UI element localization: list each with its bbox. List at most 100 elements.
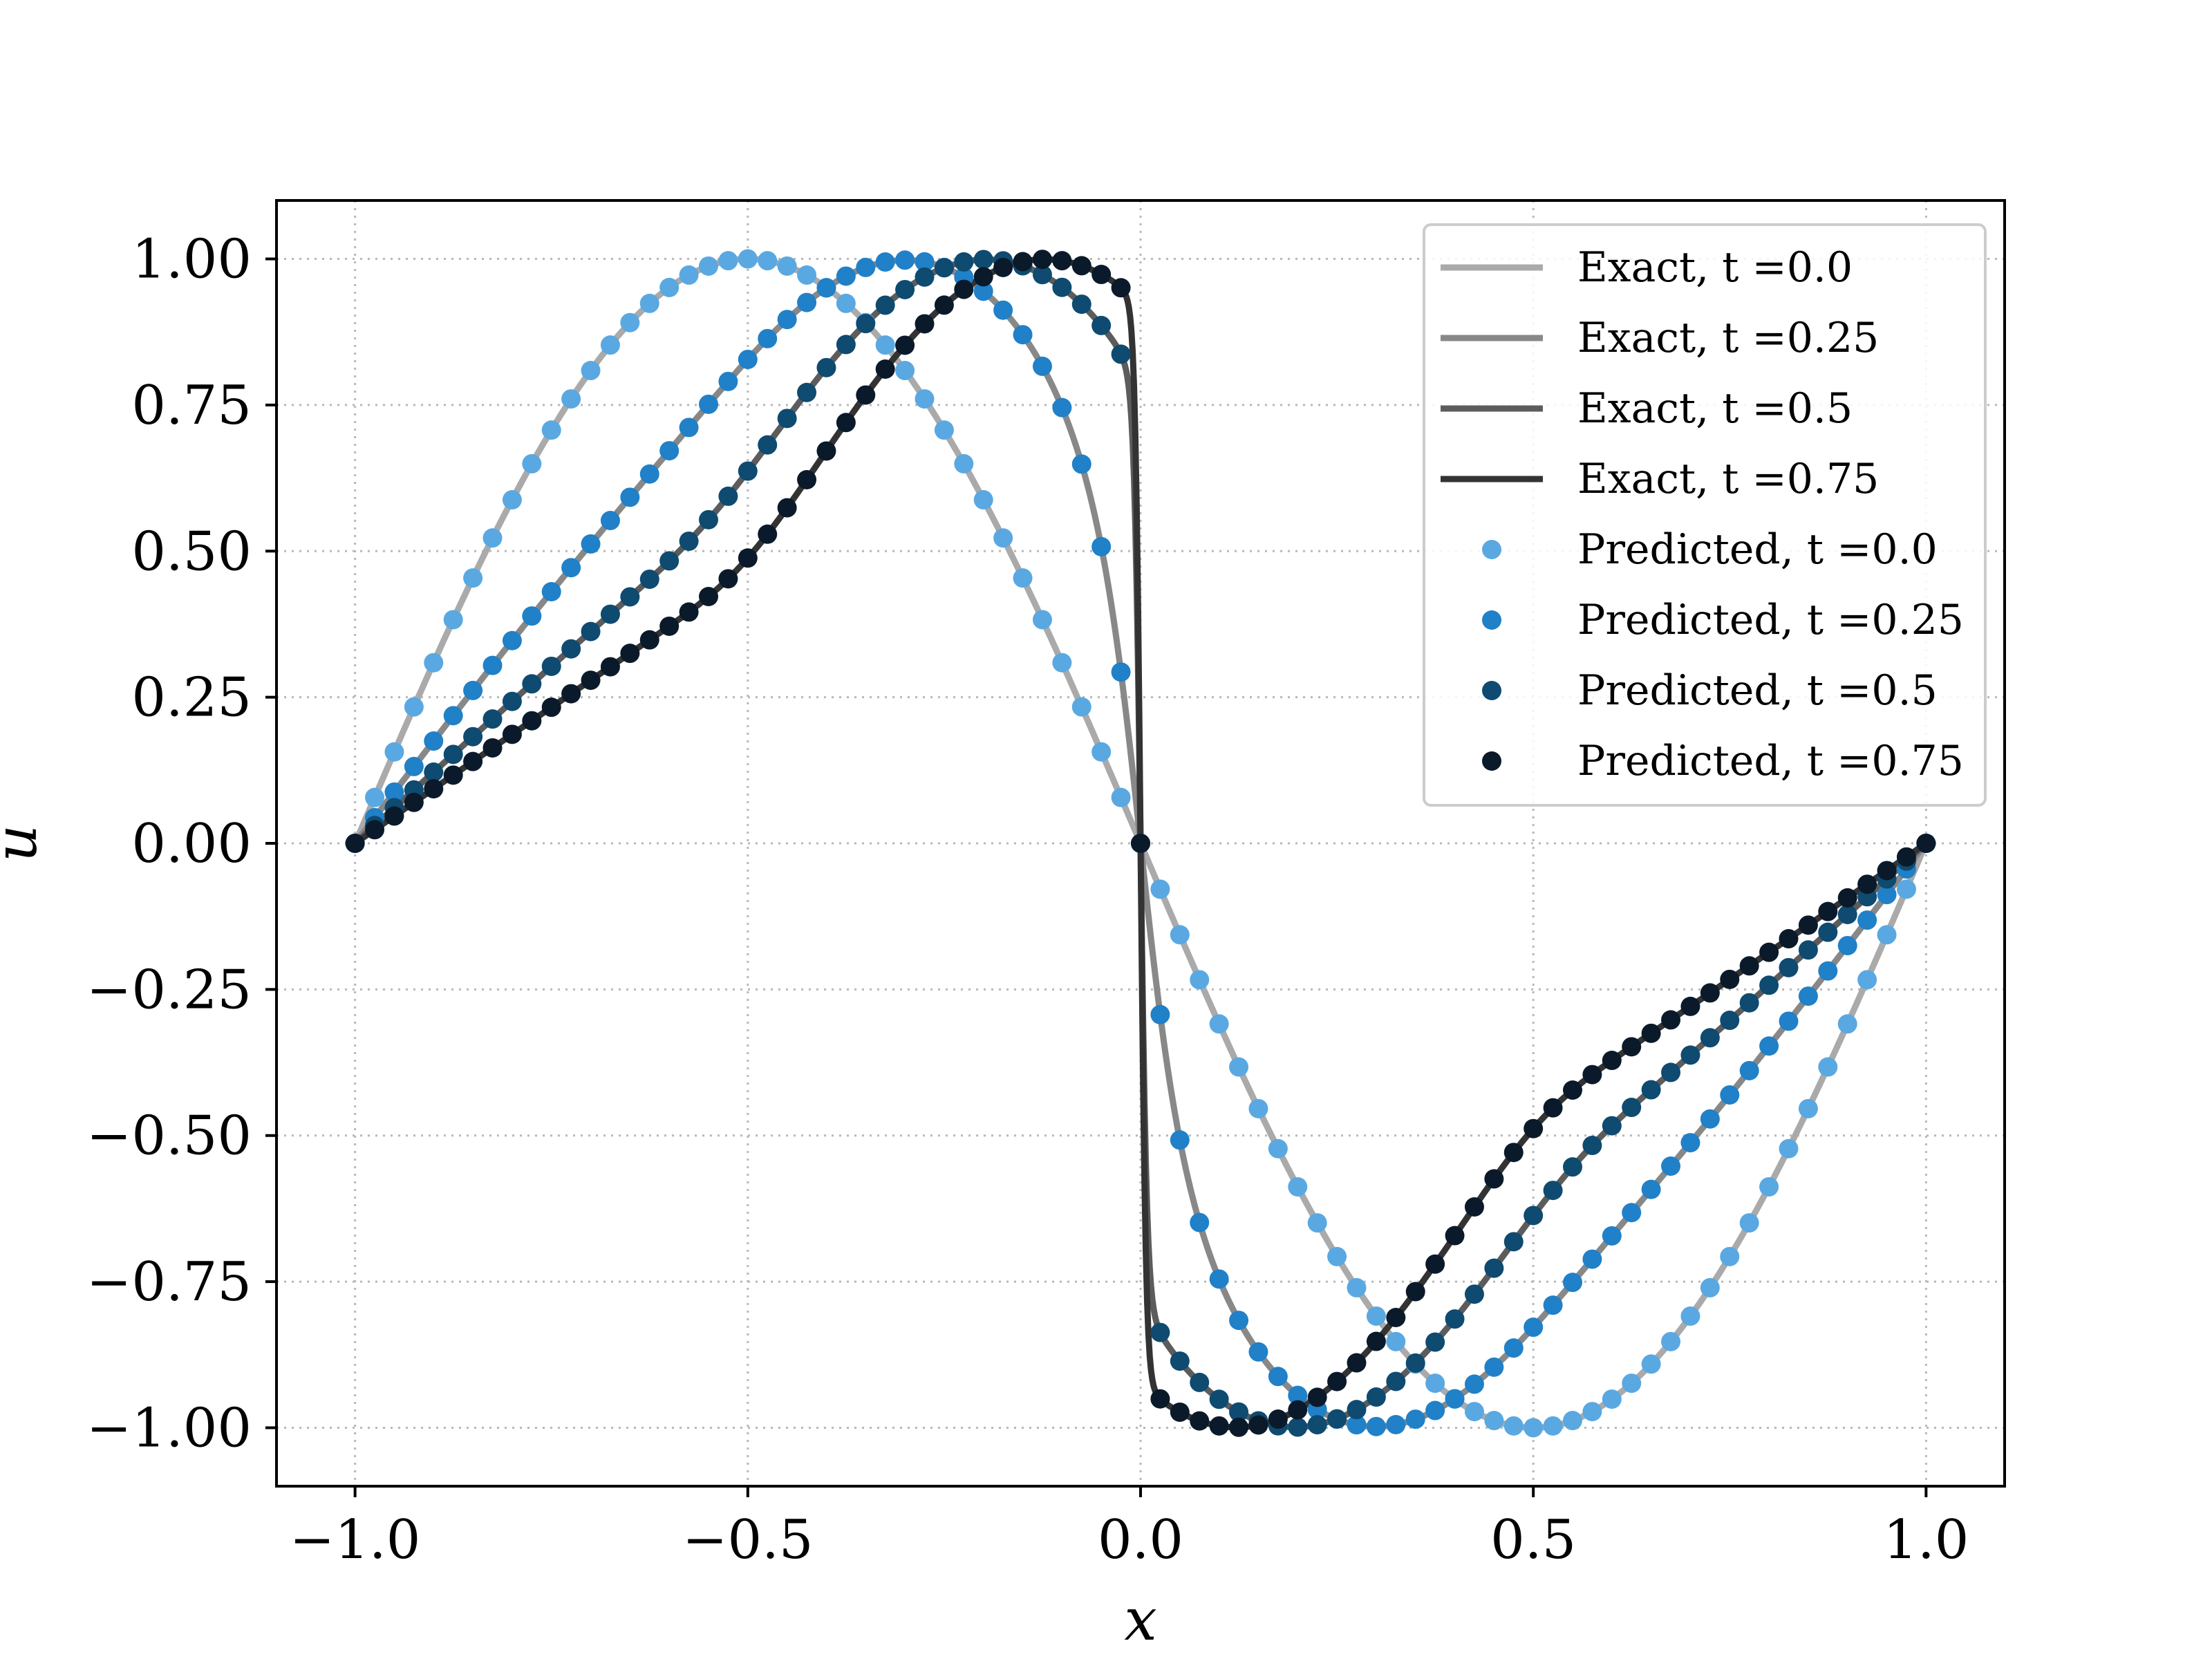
predicted-point <box>1052 251 1072 271</box>
predicted-point <box>1190 1372 1210 1392</box>
predicted-point <box>1386 1414 1406 1434</box>
predicted-point <box>482 709 503 729</box>
predicted-point <box>1013 325 1033 345</box>
predicted-point <box>1818 922 1838 942</box>
legend-label: Exact, t =0.75 <box>1577 455 1879 503</box>
y-tick-label: 0.00 <box>131 813 252 875</box>
predicted-point <box>1857 874 1877 894</box>
predicted-point <box>816 357 836 377</box>
predicted-point <box>1524 1418 1544 1438</box>
predicted-point <box>541 582 561 602</box>
predicted-point <box>1563 1157 1582 1177</box>
predicted-point <box>1288 1400 1308 1420</box>
legend: Exact, t =0.0 Exact, t =0.25 Exact, t =0.5… <box>1423 223 1987 807</box>
predicted-point <box>718 569 738 589</box>
predicted-point <box>915 389 935 409</box>
predicted-point <box>522 606 542 626</box>
predicted-point <box>1170 925 1190 945</box>
predicted-point <box>1602 1389 1622 1409</box>
predicted-point <box>1798 986 1818 1006</box>
predicted-point <box>1248 1342 1268 1362</box>
predicted-point <box>875 295 895 315</box>
predicted-point <box>1857 970 1877 990</box>
predicted-point <box>502 490 522 510</box>
predicted-point <box>1641 1023 1661 1043</box>
predicted-point <box>1209 1416 1229 1436</box>
predicted-point <box>522 453 542 474</box>
predicted-point <box>1503 1338 1524 1358</box>
predicted-point <box>1759 1036 1779 1056</box>
predicted-point <box>1759 975 1779 995</box>
predicted-point <box>659 277 679 297</box>
predicted-point <box>365 820 385 840</box>
predicted-point <box>758 435 778 455</box>
predicted-point <box>738 349 758 369</box>
predicted-point <box>1739 1213 1759 1233</box>
predicted-point <box>836 335 856 355</box>
predicted-point <box>1366 1331 1386 1351</box>
predicted-point <box>699 256 718 276</box>
predicted-point <box>1013 252 1033 272</box>
predicted-point <box>1661 1010 1681 1030</box>
predicted-point <box>1916 834 1936 853</box>
predicted-point <box>1032 265 1052 285</box>
predicted-point <box>856 385 876 405</box>
predicted-point <box>384 742 404 762</box>
predicted-point <box>1327 1246 1347 1266</box>
predicted-point <box>1111 344 1131 364</box>
predicted-point <box>1131 834 1150 853</box>
predicted-point <box>1190 970 1210 990</box>
predicted-point <box>973 281 993 301</box>
predicted-point <box>895 361 915 381</box>
predicted-point <box>1837 935 1857 955</box>
predicted-point <box>1307 1387 1327 1407</box>
predicted-point <box>1268 1409 1288 1430</box>
predicted-point <box>954 252 974 272</box>
predicted-point <box>1190 1411 1210 1431</box>
predicted-point <box>777 409 797 429</box>
predicted-point <box>1229 1402 1249 1422</box>
predicted-point <box>1229 1417 1249 1437</box>
x-ticks: −1.0 −0.5 0.0 0.5 1.0 <box>290 1486 1969 1571</box>
predicted-point <box>639 464 659 484</box>
predicted-point <box>1818 961 1838 981</box>
predicted-point <box>1425 1254 1445 1274</box>
predicted-point <box>954 453 974 474</box>
predicted-point <box>1288 1177 1308 1197</box>
predicted-point <box>463 751 483 771</box>
legend-label: Predicted, t =0.25 <box>1577 596 1964 644</box>
predicted-point <box>424 779 444 799</box>
predicted-point <box>1779 1011 1799 1031</box>
predicted-point <box>1071 256 1091 276</box>
predicted-point <box>581 534 601 554</box>
predicted-point <box>1170 1402 1190 1422</box>
predicted-point <box>993 300 1013 320</box>
legend-dot-swatch <box>1482 681 1501 700</box>
predicted-point <box>1641 1179 1661 1199</box>
predicted-point <box>1543 1416 1563 1436</box>
predicted-point <box>1739 1060 1759 1080</box>
predicted-point <box>1366 1416 1386 1436</box>
predicted-point <box>1837 904 1857 924</box>
predicted-point <box>718 251 738 271</box>
predicted-point <box>1798 1098 1818 1118</box>
y-axis-title: u <box>0 825 50 862</box>
predicted-point <box>758 251 778 271</box>
predicted-point <box>1582 1402 1602 1422</box>
predicted-point <box>1779 1138 1799 1159</box>
predicted-point <box>365 787 385 807</box>
predicted-point <box>345 834 365 853</box>
predicted-point <box>797 292 817 312</box>
predicted-point <box>1268 1138 1288 1159</box>
predicted-point <box>934 258 954 278</box>
predicted-point <box>443 706 463 726</box>
predicted-point <box>561 389 581 409</box>
predicted-point <box>718 486 738 506</box>
legend-label: Exact, t =0.5 <box>1577 384 1853 433</box>
predicted-point <box>1563 1411 1582 1431</box>
predicted-point <box>659 616 679 636</box>
predicted-point <box>1248 1098 1268 1118</box>
predicted-point <box>1503 1143 1524 1163</box>
predicted-point <box>659 551 679 571</box>
predicted-point <box>856 257 876 277</box>
